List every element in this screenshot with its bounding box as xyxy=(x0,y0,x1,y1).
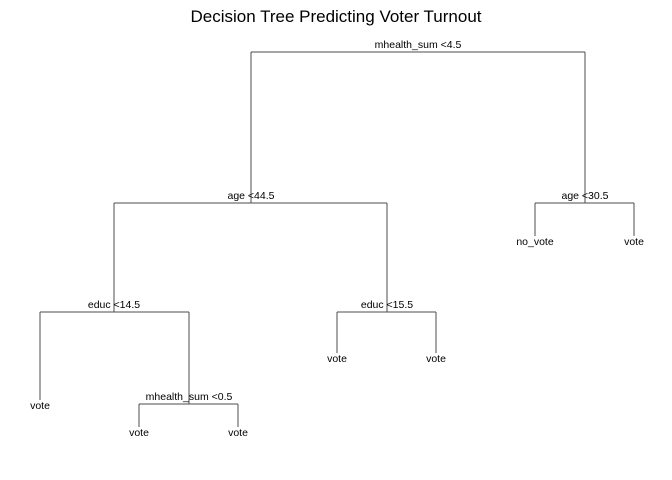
leaf-label: vote xyxy=(426,353,446,365)
diagram-title: Decision Tree Predicting Voter Turnout xyxy=(190,7,481,26)
leaf-label: vote xyxy=(30,400,50,412)
leaf-label: vote xyxy=(624,236,644,248)
leaf-label: no_vote xyxy=(516,236,554,248)
split-label-age-44: age <44.5 xyxy=(227,190,274,202)
split-label-educ-15: educ <15.5 xyxy=(361,299,413,311)
split-label-root: mhealth_sum <4.5 xyxy=(375,39,462,51)
split-labels: mhealth_sum <4.5 age <44.5 age <30.5 edu… xyxy=(88,39,609,403)
leaf-labels: no_vote vote vote vote vote vote vote xyxy=(30,236,644,439)
tree-edges xyxy=(39,51,635,427)
split-label-educ-14: educ <14.5 xyxy=(88,299,140,311)
leaf-label: vote xyxy=(129,427,149,439)
leaf-label: vote xyxy=(327,353,347,365)
leaf-label: vote xyxy=(228,427,248,439)
split-label-mhealth-05: mhealth_sum <0.5 xyxy=(146,391,233,403)
split-label-age-30: age <30.5 xyxy=(561,190,608,202)
